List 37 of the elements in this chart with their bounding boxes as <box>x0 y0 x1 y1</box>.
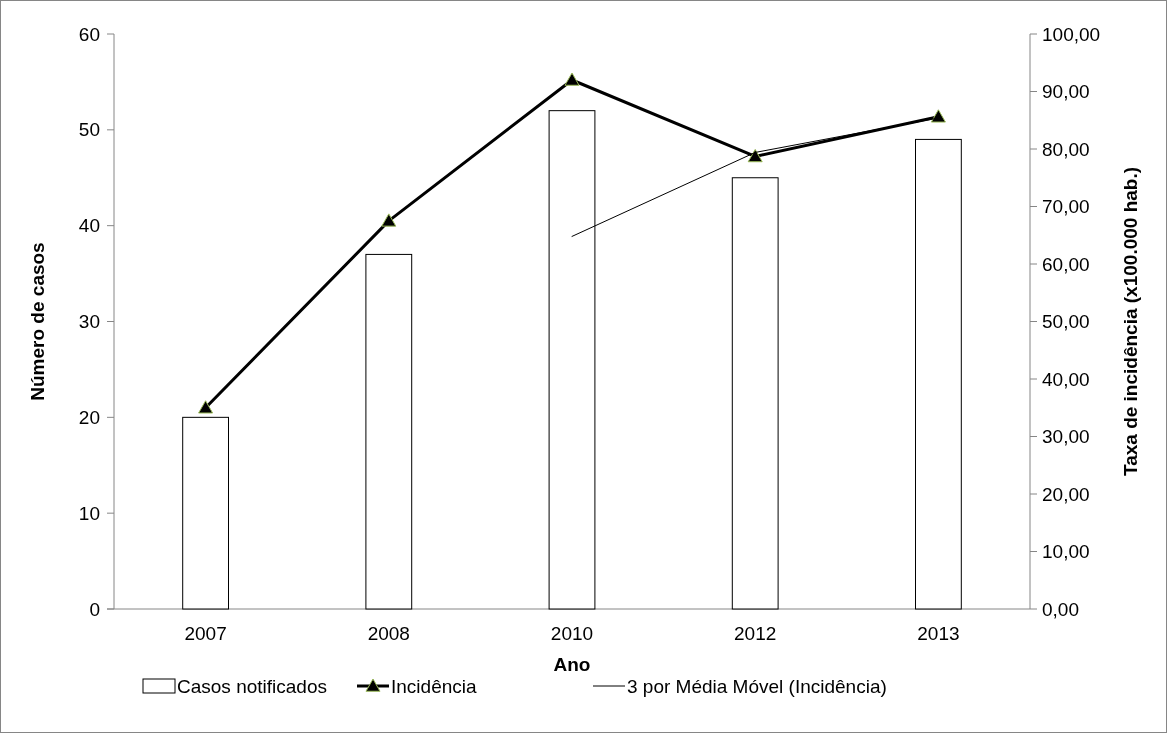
y2-tick-label: 50,00 <box>1042 311 1090 333</box>
bar <box>182 416 229 610</box>
y2-tick-label: 10,00 <box>1042 541 1090 563</box>
legend-label: Incidência <box>391 675 477 697</box>
y2-tick-label: 70,00 <box>1042 196 1090 218</box>
y2-axis-title: Taxa de incidência (x100.000 hab.) <box>1120 166 1141 477</box>
point <box>564 72 580 86</box>
y-tick-label: 30 <box>78 311 100 333</box>
point <box>747 148 763 163</box>
y2-tick-label: 40,00 <box>1042 368 1090 390</box>
x-tick-label: 2012 <box>734 623 777 644</box>
legend-label: Casos notificados <box>177 675 327 697</box>
y-tick-label: 0 <box>89 598 100 620</box>
y-tick-label: 20 <box>78 406 100 428</box>
legend-label: 3 por Média Móvel (Incidência) <box>627 675 887 697</box>
y2-tick-label: 90,00 <box>1042 81 1090 103</box>
x-tick-label: 2013 <box>917 623 960 644</box>
x-tick-label: 2008 <box>367 623 410 644</box>
y-axis-title: Número de casos <box>27 242 48 401</box>
bar <box>731 177 779 610</box>
bar <box>365 253 413 610</box>
y2-tick-label: 80,00 <box>1042 138 1090 160</box>
y-tick-label: 40 <box>78 215 100 237</box>
y2-tick-label: 20,00 <box>1042 483 1090 505</box>
y-tick-label: 10 <box>78 502 100 524</box>
y-tick-label: 60 <box>78 23 100 45</box>
y2-tick-label: 30,00 <box>1042 426 1090 448</box>
y-tick-label: 50 <box>78 119 100 141</box>
point <box>198 400 214 414</box>
x-axis-title: Ano <box>553 654 591 675</box>
y2-tick-label: 60,00 <box>1042 253 1090 275</box>
bar <box>915 138 962 610</box>
x-tick-label: 2007 <box>184 623 227 644</box>
y2-tick-label: 0,00 <box>1042 598 1079 620</box>
point <box>381 213 397 227</box>
y2-tick-label: 100,00 <box>1042 23 1101 45</box>
x-tick-label: 2010 <box>550 623 594 644</box>
